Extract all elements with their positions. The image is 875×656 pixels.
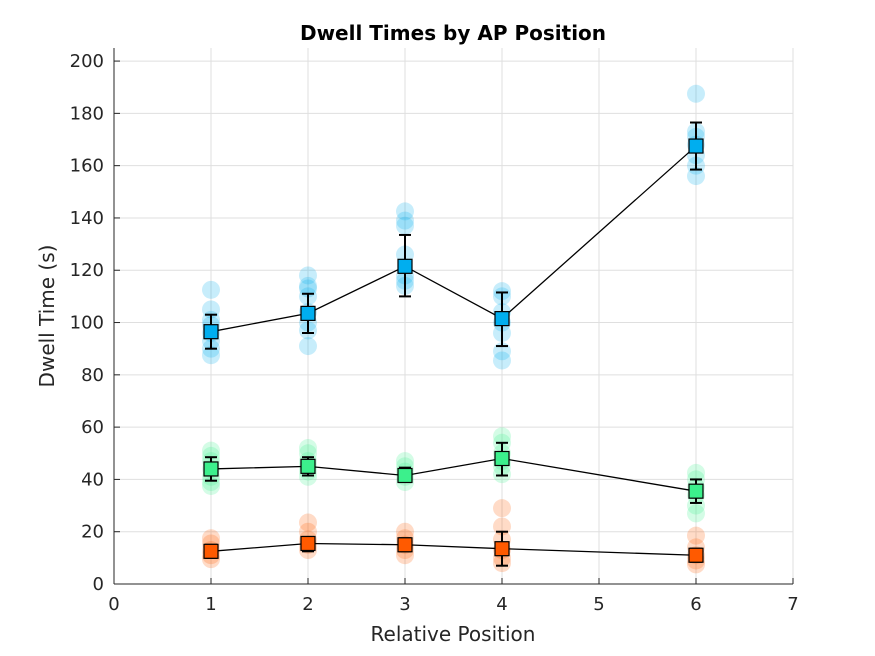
- data-point: [396, 202, 414, 221]
- data-point: [202, 473, 220, 492]
- x-tick-label: 2: [302, 594, 313, 615]
- data-point: [396, 522, 414, 541]
- y-tick-label: 0: [93, 574, 104, 595]
- x-tick-label: 1: [205, 594, 216, 615]
- data-point: [687, 496, 705, 515]
- data-point: [299, 337, 317, 356]
- data-point: [493, 351, 511, 370]
- data-point: [493, 427, 511, 446]
- data-point: [396, 452, 414, 471]
- data-point: [202, 529, 220, 548]
- y-tick-label: 40: [81, 469, 104, 490]
- data-point: [396, 211, 414, 230]
- data-point: [299, 276, 317, 295]
- mean-marker: [688, 483, 704, 499]
- mean-marker: [688, 547, 704, 563]
- x-tick-label: 3: [399, 594, 410, 615]
- data-layer: [202, 84, 705, 574]
- axes: 0 1 2 3 4 5 6 7 0 20 40 60 80 100 120 140 160 180 200: [70, 48, 799, 615]
- data-point: [299, 513, 317, 532]
- data-point: [687, 504, 705, 523]
- mean-marker: [300, 305, 316, 321]
- grid: [113, 48, 794, 585]
- data-point: [202, 441, 220, 460]
- y-tick-label: 20: [81, 522, 104, 543]
- mean-marker: [494, 541, 510, 557]
- mean-marker: [203, 461, 219, 477]
- x-tick-label: 6: [690, 594, 701, 615]
- mean-marker: [300, 458, 316, 474]
- y-tick-label: 100: [70, 313, 104, 334]
- plot-area: [114, 48, 793, 584]
- mean-marker: [397, 258, 413, 274]
- y-tick-label: 140: [70, 208, 104, 229]
- mean-marker: [688, 138, 704, 154]
- data-point: [687, 526, 705, 545]
- x-tick-label: 5: [593, 594, 604, 615]
- data-point: [687, 84, 705, 103]
- y-tick-label: 160: [70, 156, 104, 177]
- data-point: [493, 282, 511, 301]
- x-axis-title: Relative Position: [371, 622, 536, 646]
- mean-marker: [300, 535, 316, 552]
- mean-marker: [397, 537, 413, 553]
- mean-marker: [494, 311, 510, 327]
- x-tick-label: 0: [108, 594, 119, 615]
- mean-marker: [203, 324, 219, 340]
- y-tick-label: 200: [70, 51, 104, 72]
- mean-marker: [397, 467, 413, 484]
- data-point: [202, 280, 220, 299]
- mean-marker: [203, 543, 219, 559]
- y-tick-label: 80: [81, 365, 104, 386]
- x-tick-label: 4: [496, 594, 507, 615]
- y-tick-label: 120: [70, 260, 104, 281]
- chart-title: Dwell Times by AP Position: [300, 21, 606, 45]
- data-point: [396, 216, 414, 235]
- y-tick-label: 180: [70, 103, 104, 124]
- data-point: [687, 463, 705, 482]
- data-point: [493, 499, 511, 518]
- data-point: [299, 266, 317, 285]
- data-point: [299, 439, 317, 458]
- mean-marker: [494, 450, 510, 467]
- y-tick-label: 60: [81, 417, 104, 438]
- data-point: [202, 346, 220, 365]
- x-tick-label: 7: [787, 594, 798, 615]
- y-axis-title: Dwell Time (s): [35, 245, 59, 388]
- data-point: [687, 167, 705, 186]
- data-point: [202, 446, 220, 465]
